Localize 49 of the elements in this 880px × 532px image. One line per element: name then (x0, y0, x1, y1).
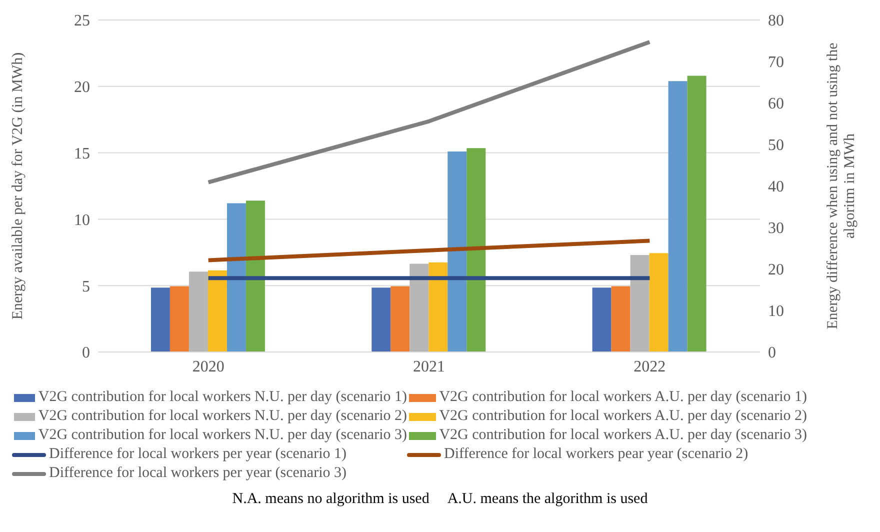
bar (592, 288, 612, 352)
bar (410, 264, 429, 352)
y2-axis-title: Energy difference when using and not using the algoritm in MWh (825, 42, 858, 330)
legend-label: V2G contribution for local workers A.U. per day (scenario 3) (439, 427, 807, 444)
y2-tick-label: 20 (768, 262, 784, 279)
bar (649, 253, 668, 352)
bar (226, 203, 246, 352)
y-tick-label: 20 (74, 79, 90, 96)
legend-label: Difference for local workers per year (scenario 3) (49, 465, 346, 482)
y2-tick-label: 10 (768, 303, 784, 320)
bar (466, 148, 486, 352)
y-tick-label: 15 (74, 145, 90, 162)
y-axis-title: Energy available per day for V2G (in MWh) (10, 52, 26, 320)
bar (170, 286, 189, 352)
legend-label: V2G contribution for local workers N.U. per day (scenario 3) (38, 427, 407, 444)
legend-label: V2G contribution for local workers N.U. per day (scenario 1) (38, 389, 407, 406)
x-tick-label: 2020 (192, 358, 224, 376)
bar (668, 81, 688, 352)
y2-tick-label: 80 (768, 12, 784, 30)
bar (630, 255, 650, 352)
bar (687, 76, 706, 352)
y2-tick-label: 50 (768, 137, 784, 154)
bar (208, 270, 227, 352)
legend-label: V2G contribution for local workers A.U. per day (scenario 1) (439, 389, 807, 406)
legend-label: Difference for local workers pear year (scenario 2) (444, 446, 748, 463)
y-tick-label: 10 (74, 212, 90, 229)
y2-tick-label: 40 (768, 178, 784, 196)
text: N.A. means no algorithm is used (232, 491, 430, 508)
y2-tick-label: 60 (768, 96, 784, 113)
x-tick-label: 2022 (634, 358, 666, 376)
text: A.U. means the algorithm is used (447, 491, 648, 508)
legend-label: V2G contribution for local workers A.U. per day (scenario 2) (439, 408, 807, 425)
x-tick-label: 2021 (413, 358, 445, 376)
legend-label: V2G contribution for local workers N.U. per day (scenario 2) (38, 408, 407, 425)
y-tick-label: 5 (82, 278, 90, 296)
y-tick-label: 25 (74, 12, 90, 30)
y2-tick-label: 0 (768, 344, 776, 362)
bar (150, 288, 170, 352)
bar (188, 272, 208, 352)
y2-tick-label: 70 (768, 54, 784, 72)
bar (428, 262, 448, 352)
y2-tick-label: 30 (768, 220, 784, 238)
bar (611, 286, 630, 352)
bar (246, 200, 265, 352)
bar (372, 288, 391, 352)
bar (390, 286, 410, 352)
y-tick-label: 0 (82, 344, 90, 362)
bar (448, 151, 467, 352)
legend-label: Difference for local workers per year (scenario 1) (49, 446, 346, 463)
